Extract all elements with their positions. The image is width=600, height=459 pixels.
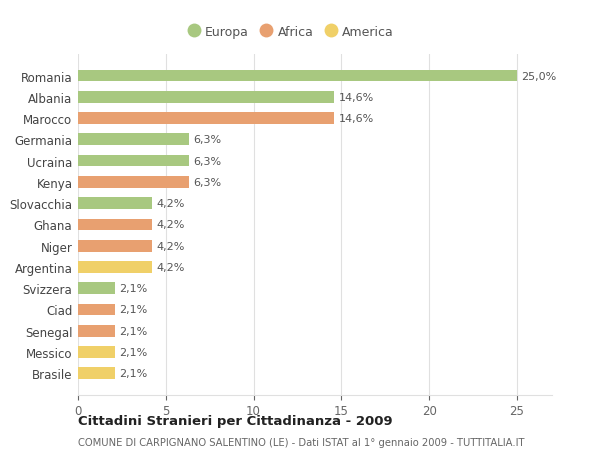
Bar [78,134,188,146]
Text: 14,6%: 14,6% [338,93,374,102]
Text: Cittadini Stranieri per Cittadinanza - 2009: Cittadini Stranieri per Cittadinanza - 2… [78,414,392,428]
Bar [78,325,115,337]
Text: 2,1%: 2,1% [119,369,148,379]
Legend: Europa, Africa, America: Europa, Africa, America [184,21,399,44]
Bar [78,177,188,188]
Text: 2,1%: 2,1% [119,347,148,357]
Bar [78,71,517,82]
Text: 4,2%: 4,2% [156,199,184,209]
Bar [78,156,188,167]
Text: 6,3%: 6,3% [193,135,221,145]
Text: 6,3%: 6,3% [193,156,221,166]
Bar [78,241,152,252]
Text: 4,2%: 4,2% [156,263,184,272]
Bar [78,198,152,209]
Bar [78,347,115,358]
Bar [78,113,334,125]
Bar [78,368,115,379]
Text: 2,1%: 2,1% [119,305,148,315]
Text: 6,3%: 6,3% [193,178,221,187]
Text: 4,2%: 4,2% [156,241,184,251]
Text: 2,1%: 2,1% [119,326,148,336]
Text: 4,2%: 4,2% [156,220,184,230]
Text: 2,1%: 2,1% [119,284,148,294]
Bar [78,304,115,316]
Bar [78,219,152,231]
Text: 25,0%: 25,0% [521,71,557,81]
Text: COMUNE DI CARPIGNANO SALENTINO (LE) - Dati ISTAT al 1° gennaio 2009 - TUTTITALIA: COMUNE DI CARPIGNANO SALENTINO (LE) - Da… [78,437,524,447]
Bar [78,92,334,103]
Bar [78,283,115,294]
Text: 14,6%: 14,6% [338,114,374,124]
Bar [78,262,152,273]
